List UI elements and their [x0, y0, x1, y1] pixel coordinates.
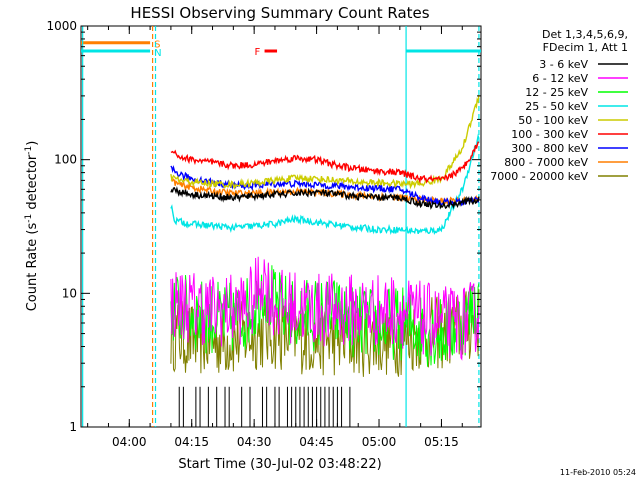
flag-layer: SN F: [81, 40, 481, 59]
legend-label-3: 25 - 50 keV: [525, 100, 588, 113]
y-tick-label-3: 1000: [46, 19, 77, 33]
x-tick-label-0: 04:00: [112, 435, 147, 449]
series-line-5: [170, 141, 480, 184]
legend-label-1: 6 - 12 keV: [532, 72, 588, 85]
x-axis-label: Start Time (30-Jul-02 03:48:22): [178, 457, 381, 472]
legend-header-line-2: FDecim 1, Att 1: [543, 41, 628, 54]
y-tick-label-1: 10: [62, 286, 77, 300]
legend-label-6: 300 - 800 keV: [511, 142, 588, 155]
legend: Det 1,3,4,5,6,9, FDecim 1, Att 1 3 - 6 k…: [490, 28, 628, 183]
legend-label-5: 100 - 300 keV: [511, 128, 588, 141]
x-tick-label-2: 04:30: [237, 435, 272, 449]
series-layer: [170, 94, 480, 377]
chart-title: HESSI Observing Summary Count Rates: [130, 4, 429, 22]
legend-label-7: 800 - 7000 keV: [504, 156, 588, 169]
legend-label-2: 12 - 25 keV: [525, 86, 588, 99]
stick-layer: [178, 386, 351, 427]
flag-label-N: N: [154, 48, 161, 59]
series-line-3: [170, 133, 480, 236]
x-tick-label-4: 05:00: [362, 435, 397, 449]
y-axis: 1 10 100 1000: [46, 19, 481, 434]
timestamp: 11-Feb-2010 05:24: [560, 468, 636, 477]
vline-layer: [82, 26, 480, 427]
series-line-4: [170, 94, 480, 190]
y-axis-label: Count Rate (s-1 detector-1): [24, 141, 40, 312]
x-tick-label-3: 04:45: [299, 435, 334, 449]
x-axis: 04:00 04:15 04:30 04:45 05:00 05:15: [87, 26, 463, 449]
legend-header-line-1: Det 1,3,4,5,6,9,: [542, 28, 628, 41]
flag-label-S: S: [154, 40, 160, 51]
plot-area: [80, 25, 482, 428]
series-line-0: [170, 185, 480, 210]
legend-label-4: 50 - 100 keV: [518, 114, 588, 127]
legend-label-0: 3 - 6 keV: [539, 58, 588, 71]
y-tick-label-0: 1: [69, 420, 77, 434]
y-tick-label-2: 100: [54, 153, 77, 167]
legend-label-8: 7000 - 20000 keV: [490, 170, 588, 183]
flare-marker-label: F: [255, 47, 261, 58]
x-tick-label-1: 04:15: [174, 435, 209, 449]
x-tick-label-5: 05:15: [424, 435, 459, 449]
series-line-1: [170, 256, 480, 361]
